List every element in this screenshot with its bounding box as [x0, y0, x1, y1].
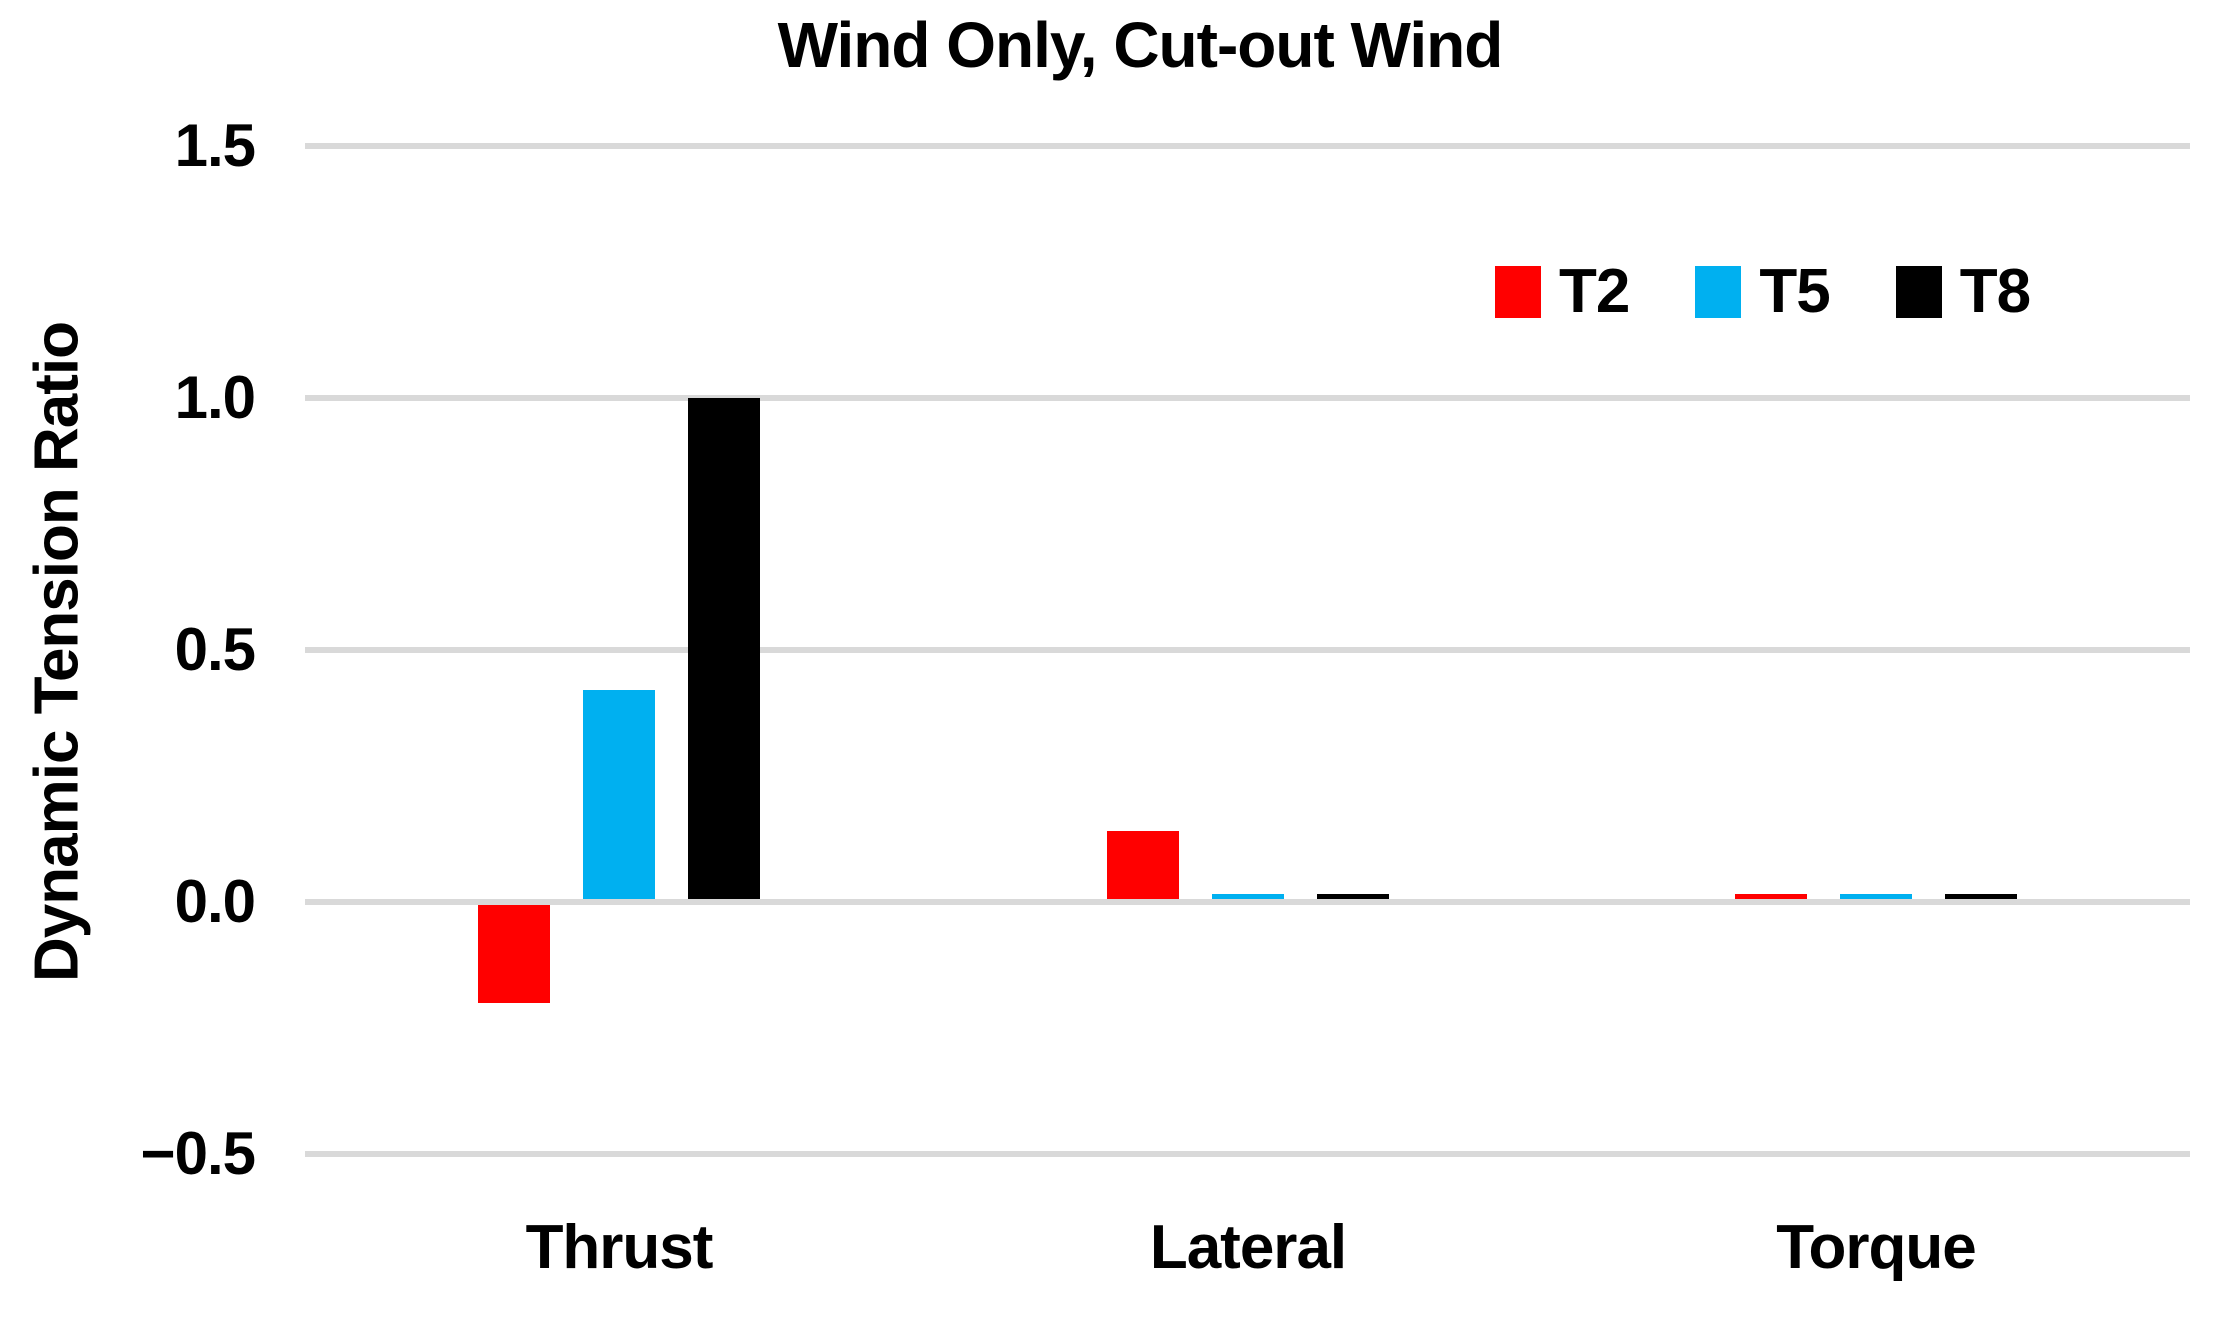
y-tick-label-0.5: 0.5 [174, 616, 256, 683]
x-category-label-lateral: Lateral [1149, 1213, 1347, 1282]
legend-item-t8: T8 [1895, 257, 2031, 326]
y-tick-label--0.5: −0.5 [140, 1120, 256, 1187]
chart-title: Wind Only, Cut-out Wind [777, 9, 1504, 81]
x-category-label-torque: Torque [1776, 1213, 1977, 1282]
legend-label-t2: T2 [1559, 257, 1630, 326]
gridline--0.5 [305, 1151, 2190, 1157]
bar-t8-thrust [688, 398, 760, 899]
legend-label-t8: T8 [1959, 257, 2031, 326]
y-tick-label-0: 0.0 [174, 868, 256, 935]
gridline-0.5 [305, 647, 2190, 653]
bar-t2-lateral [1107, 831, 1179, 899]
legend-label-t5: T5 [1759, 257, 1830, 326]
bar-t2-thrust [478, 905, 550, 1003]
legend: T2 T5 T8 [1495, 257, 2031, 326]
gridline-0 [305, 899, 2190, 905]
y-tick-label-1: 1.0 [174, 364, 256, 431]
gridline-1 [305, 395, 2190, 401]
legend-swatch-t5 [1695, 266, 1742, 318]
bar-t5-thrust [583, 690, 655, 899]
legend-swatch-t8 [1895, 266, 1942, 318]
bar-t5-lateral [1212, 894, 1284, 899]
x-category-label-thrust: Thrust [525, 1213, 714, 1282]
legend-item-t2: T2 [1495, 257, 1630, 326]
legend-item-t5: T5 [1695, 257, 1831, 326]
gridline-1.5 [305, 143, 2190, 149]
y-tick-label-1.5: 1.5 [174, 112, 256, 179]
bar-t8-lateral [1317, 894, 1389, 899]
legend-swatch-t2 [1495, 266, 1541, 318]
bar-t2-torque [1735, 894, 1807, 899]
bar-t5-torque [1840, 894, 1912, 899]
bar-t8-torque [1945, 894, 2017, 899]
